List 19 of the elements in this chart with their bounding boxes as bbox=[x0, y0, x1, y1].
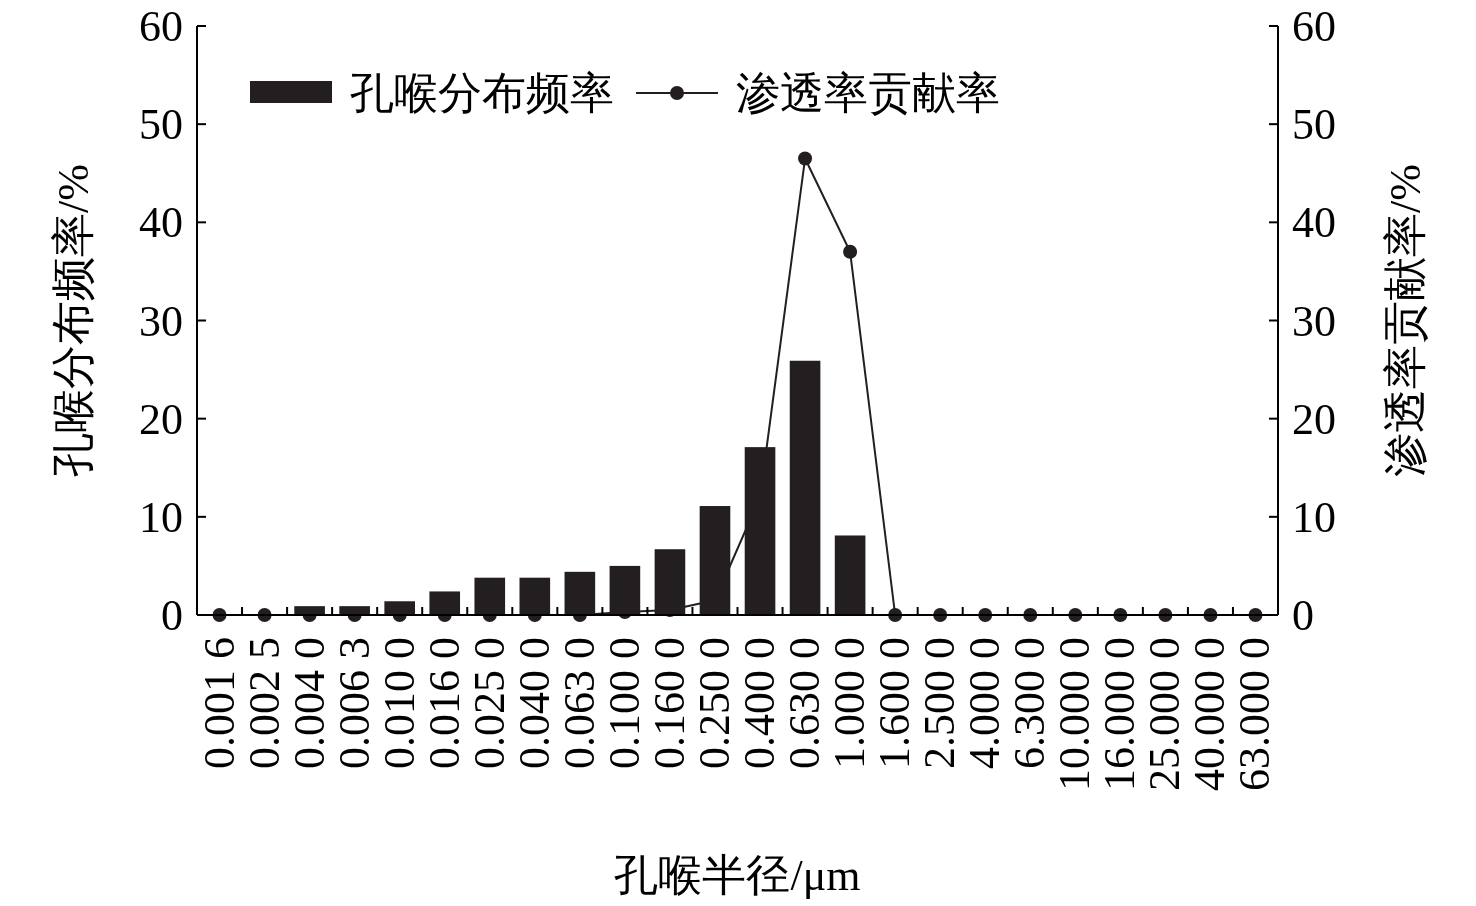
y2-tick-label: 40 bbox=[1292, 198, 1336, 248]
y-tick-label: 40 bbox=[139, 198, 183, 248]
y-tick-label: 10 bbox=[139, 492, 183, 542]
y2-tick-label: 10 bbox=[1292, 492, 1336, 542]
y-tick-label: 0 bbox=[161, 591, 183, 640]
y-tick-label: 60 bbox=[139, 2, 183, 51]
y-tick-label: 50 bbox=[139, 100, 183, 150]
y-tick-label: 30 bbox=[139, 296, 183, 346]
y-axis-title: 孔喉分布频率/% bbox=[49, 164, 98, 477]
y2-tick-label: 60 bbox=[1292, 2, 1336, 51]
y2-axis-title: 渗透率贡献率/% bbox=[1381, 164, 1430, 477]
y2-tick-label: 30 bbox=[1292, 296, 1336, 346]
legend-label: 渗透率贡献率 bbox=[736, 69, 1000, 118]
x-axis-title: 孔喉半径/μm bbox=[614, 851, 861, 900]
y-tick-label: 20 bbox=[139, 394, 183, 444]
legend-label: 孔喉分布频率 bbox=[350, 69, 614, 118]
y2-tick-label: 50 bbox=[1292, 100, 1336, 150]
y2-tick-label: 20 bbox=[1292, 394, 1336, 444]
y2-tick-label: 0 bbox=[1292, 591, 1314, 640]
